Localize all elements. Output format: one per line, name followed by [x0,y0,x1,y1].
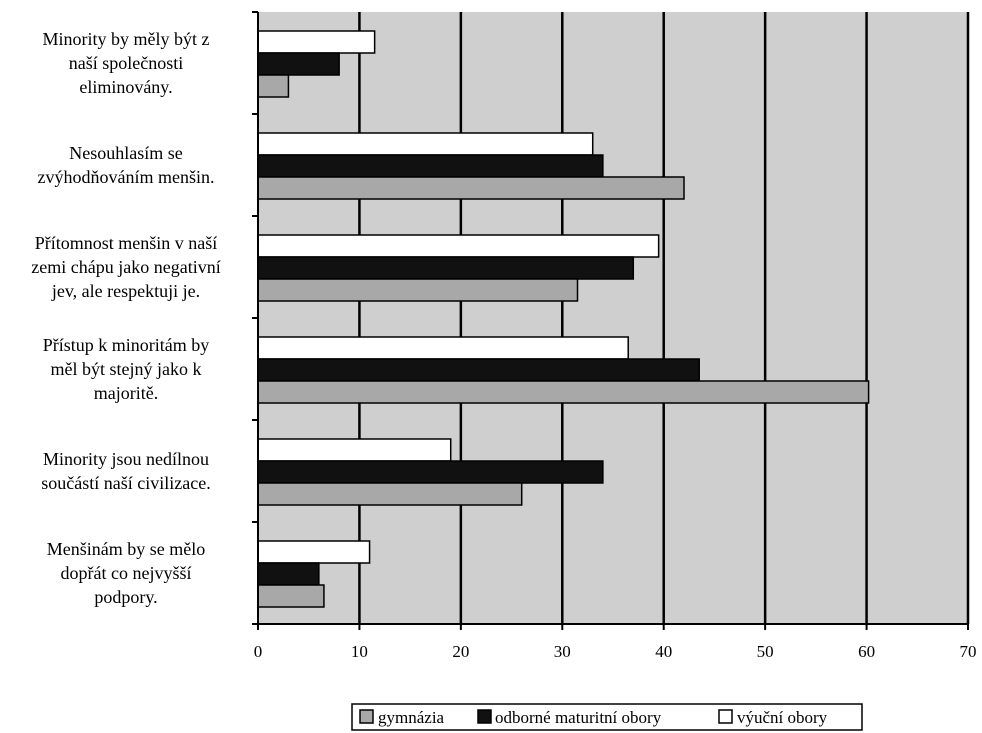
bar-gymnazia [257,380,870,404]
bar-odborne [257,256,635,280]
bar-gymnazia [257,176,685,200]
category-label: Menšinám by se mělo dopřát co nejvyšší pod… [47,539,205,607]
x-tick-label: 70 [960,642,977,661]
axes [252,11,969,630]
bar-vycni [257,234,660,258]
legend-label-gymnazia: gymnázia [378,708,445,727]
legend-swatch-odborne [477,709,492,724]
x-tick-label: 50 [757,642,774,661]
bar-vycni [257,540,371,564]
bar-vycni [257,132,594,156]
bar-vycni [257,438,452,462]
x-tick-label: 40 [655,642,672,661]
bar-gymnazia [257,278,579,302]
bar-vycni [257,336,629,360]
legend-swatch-vycni [718,709,733,724]
legend: gymnázia odborné maturitní obory výuční … [351,703,863,731]
bar-vycni [257,30,376,54]
x-tick-label: 30 [554,642,571,661]
legend-label-vycni: výuční obory [737,708,828,727]
bar-odborne [257,154,604,178]
bar-odborne [257,460,604,484]
bar-gymnazia [257,584,325,608]
plot-area [258,12,968,624]
category-label: Přítomnost menšin v naší zemi chápu jako … [31,233,220,301]
category-label: Minority jsou nedílnou součástí naší civi… [41,449,210,493]
bars [257,30,870,608]
legend-swatch-gymnazia [359,709,374,724]
gridlines [358,12,970,624]
category-label: Minority by měly být z naší společnosti el… [43,29,210,97]
x-tick-label: 0 [254,642,263,661]
legend-label-odborne: odborné maturitní obory [495,708,662,727]
legend-box [351,703,863,731]
bar-odborne [257,52,340,76]
category-label: Přístup k minoritám by měl být stejný jak… [43,335,210,403]
bar-odborne [257,358,700,382]
bar-gymnazia [257,74,290,98]
x-tick-label: 60 [858,642,875,661]
x-tick-label: 10 [351,642,368,661]
bar-gymnazia [257,482,523,506]
category-labels: Minority by měly být z naší společnosti el… [31,29,220,607]
category-label: Nesouhlasím se zvýhodňováním menšin. [38,143,215,187]
x-tick-labels: 0 10 20 30 40 50 60 70 [254,642,977,661]
bar-odborne [257,562,320,586]
x-tick-label: 20 [452,642,469,661]
